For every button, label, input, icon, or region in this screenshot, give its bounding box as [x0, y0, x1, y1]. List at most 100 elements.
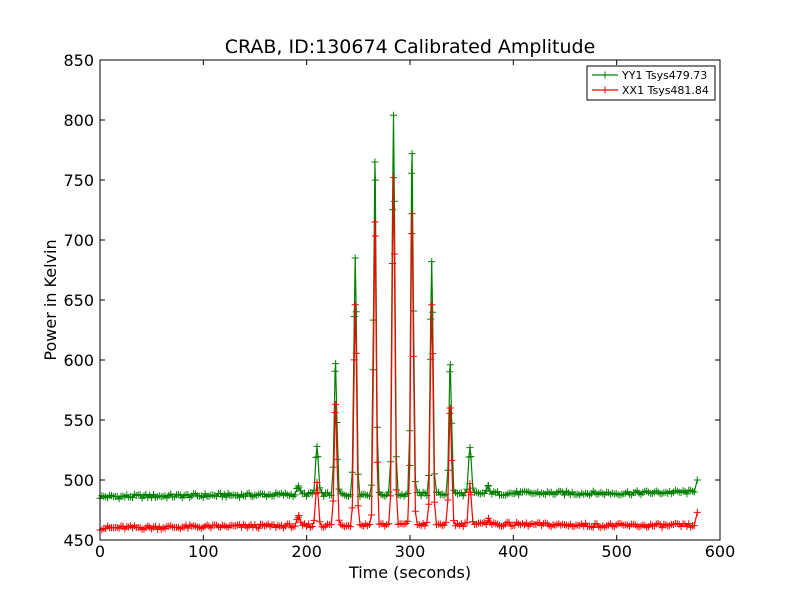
- data-point-marker: [354, 502, 362, 510]
- data-point-marker: [255, 524, 263, 532]
- y-axis-label: Power in Kelvin: [41, 239, 60, 360]
- x-tick-label: 400: [498, 542, 529, 561]
- data-point-marker: [335, 485, 343, 493]
- data-point-marker: [352, 308, 360, 316]
- data-point-marker: [428, 301, 436, 309]
- data-point-marker: [442, 518, 450, 526]
- data-point-marker: [429, 350, 437, 358]
- data-point-marker: [444, 496, 452, 504]
- y-tick-label: 500: [63, 471, 94, 490]
- data-point-marker: [428, 258, 436, 266]
- data-point-marker: [685, 520, 693, 528]
- data-point-marker: [351, 254, 359, 262]
- data-point-marker: [689, 487, 697, 495]
- data-point-marker: [350, 356, 358, 364]
- data-point-marker: [291, 522, 299, 530]
- data-point-marker: [450, 517, 458, 525]
- data-point-marker: [327, 521, 335, 529]
- data-point-marker: [466, 444, 474, 452]
- data-point-marker: [314, 453, 322, 461]
- y-tick-label: 800: [63, 111, 94, 130]
- data-point-marker: [390, 174, 397, 182]
- data-point-marker: [335, 516, 343, 524]
- y-tick-label: 550: [63, 411, 94, 430]
- data-point-marker: [683, 490, 691, 498]
- data-point-marker: [346, 523, 354, 531]
- data-point-marker: [429, 308, 437, 316]
- legend-item: XX1 Tsys481.84: [592, 84, 709, 97]
- data-point-marker: [390, 250, 398, 258]
- x-tick-label: 600: [705, 542, 736, 561]
- data-point-marker: [505, 518, 513, 526]
- data-point-marker: [389, 260, 396, 267]
- y-tick-label: 700: [63, 231, 94, 250]
- data-point-marker: [693, 508, 701, 516]
- x-axis-label: Time (seconds): [348, 563, 471, 582]
- y-tick-label: 600: [63, 351, 94, 370]
- data-point-marker: [304, 520, 312, 528]
- data-point-marker: [427, 315, 435, 323]
- data-point-marker: [373, 458, 381, 466]
- data-point-marker: [332, 400, 340, 408]
- data-point-marker: [482, 486, 490, 494]
- x-tick-label: 200: [291, 542, 322, 561]
- data-point-marker: [446, 404, 454, 412]
- axes-layer: 0 100 200 300 400 500 600 450 500 550 600 650 700 750…: [63, 51, 735, 561]
- series-2: [96, 174, 701, 534]
- data-point-marker: [314, 489, 322, 497]
- data-point-marker: [693, 476, 701, 484]
- data-point-marker: [291, 491, 299, 499]
- legend-marker: [601, 86, 609, 94]
- data-point-marker: [408, 230, 416, 238]
- data-point-marker: [222, 493, 230, 501]
- data-point-marker: [467, 453, 475, 460]
- data-point-marker: [371, 232, 379, 240]
- data-point-marker: [387, 492, 395, 500]
- legend-item: YY1 Tsys479.73: [592, 69, 707, 82]
- data-point-marker: [313, 478, 321, 486]
- legend-label: YY1 Tsys479.73: [621, 69, 707, 82]
- data-point-marker: [385, 520, 393, 528]
- data-point-marker: [371, 176, 379, 184]
- data-point-marker: [199, 493, 207, 501]
- data-point-marker: [690, 522, 698, 530]
- data-point-marker: [329, 497, 337, 505]
- legend-box: [586, 65, 716, 101]
- y-tick-label: 750: [63, 171, 94, 190]
- data-point-marker: [690, 488, 698, 496]
- data-point-marker: [466, 480, 474, 488]
- chart-title: CRAB, ID:130674 Calibrated Amplitude: [225, 36, 596, 58]
- data-point-marker: [485, 514, 492, 522]
- data-point-marker: [411, 507, 419, 515]
- legend-marker: [601, 71, 609, 79]
- data-point-marker: [310, 516, 318, 524]
- x-tick-label: 300: [395, 542, 426, 561]
- x-tick-label: 500: [601, 542, 632, 561]
- data-point-marker: [285, 520, 293, 528]
- data-point-marker: [351, 301, 359, 309]
- series-layer: [96, 111, 701, 534]
- data-point-marker: [408, 210, 416, 218]
- data-point-marker: [313, 442, 321, 450]
- legend-label: XX1 Tsys481.84: [622, 84, 709, 97]
- data-point-marker: [348, 504, 356, 512]
- data-point-marker: [371, 218, 379, 226]
- data-point-marker: [331, 409, 339, 417]
- data-point-marker: [332, 360, 340, 368]
- data-point-marker: [316, 518, 324, 526]
- data-point-marker: [408, 169, 416, 177]
- y-tick-label: 850: [63, 51, 94, 70]
- y-tick-label: 450: [63, 531, 94, 550]
- data-point-marker: [431, 498, 438, 506]
- data-point-marker: [331, 367, 339, 375]
- data-point-marker: [404, 517, 412, 525]
- data-point-marker: [404, 489, 412, 497]
- data-point-marker: [333, 455, 341, 463]
- data-point-marker: [423, 518, 431, 526]
- data-point-marker: [467, 491, 475, 499]
- data-point-marker: [368, 511, 375, 519]
- x-tick-label: 0: [95, 542, 105, 561]
- data-point-marker: [463, 519, 471, 527]
- data-point-marker: [408, 150, 416, 158]
